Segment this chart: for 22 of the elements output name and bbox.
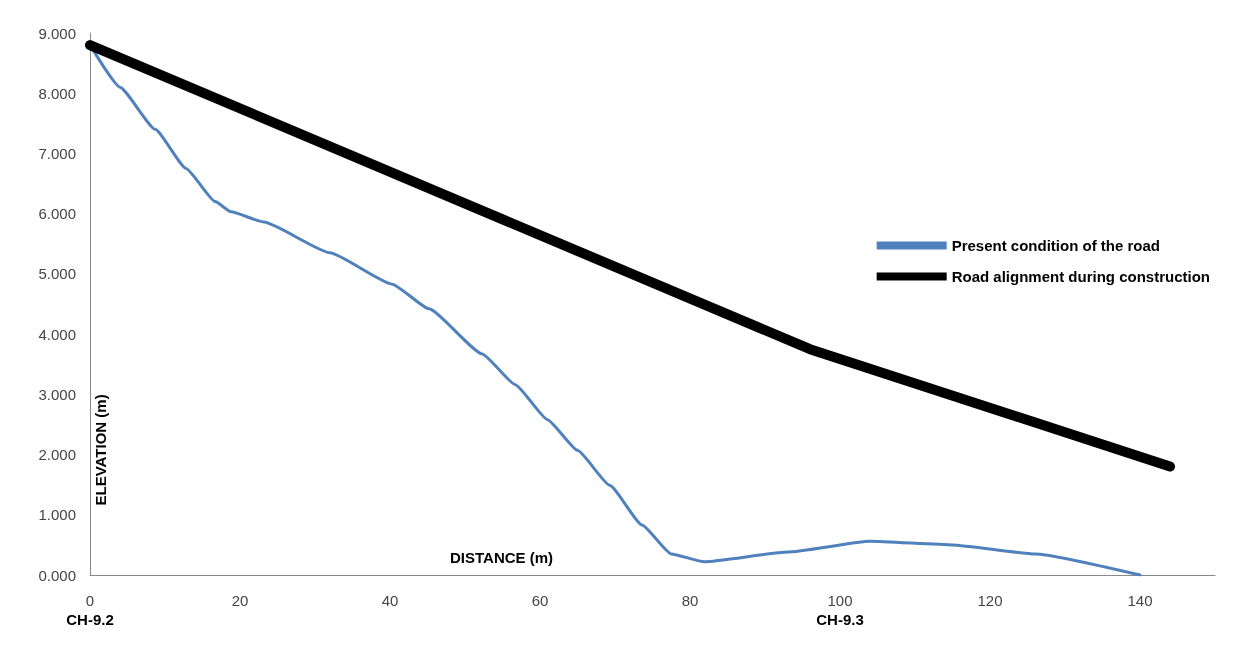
y-tick-label: 2.000 (38, 446, 76, 464)
y-tick-label: 0.000 (38, 566, 76, 584)
y-tick-label: 1.000 (38, 506, 76, 524)
y-tick-label: 6.000 (38, 205, 76, 223)
y-tick-label: 5.000 (38, 265, 76, 283)
legend-label: Present condition of the road (951, 237, 1161, 254)
y-tick-label: 8.000 (38, 84, 76, 102)
x-tick-label: 120 (977, 592, 1003, 609)
x-axis-title: DISTANCE (m) (450, 548, 554, 566)
x-tick-label: 100 CH-9.3 (816, 592, 864, 628)
x-tick-label: 80 (681, 592, 699, 609)
y-axis-title: ELEVATION (m) (91, 394, 109, 506)
y-tick-label: 7.000 (38, 144, 76, 162)
y-tick-label: 3.000 (38, 385, 76, 403)
legend-label: Road alignment during construction (951, 268, 1211, 285)
x-tick-label: 20 (231, 592, 249, 609)
x-tick-label: 60 (531, 592, 549, 609)
x-tick-label: 40 (381, 592, 399, 609)
x-tick-label: 0 CH-9.2 (66, 592, 114, 628)
y-tick-label: 4.000 (38, 325, 76, 343)
y-tick-label: 9.000 (38, 24, 76, 42)
x-tick-label: 140 (1127, 592, 1153, 609)
